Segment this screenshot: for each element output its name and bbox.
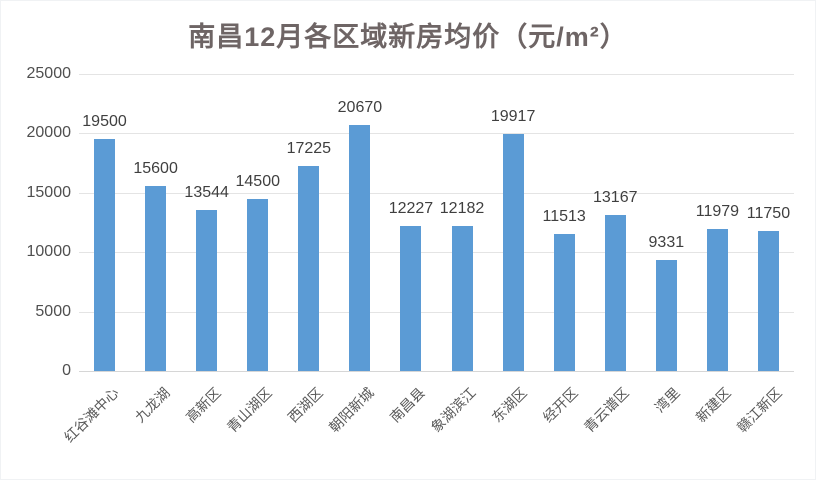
gridline [79,192,794,194]
bar-value-label: 11979 [695,202,740,220]
chart-title: 南昌12月各区域新房均价（元/m²） [188,22,628,52]
y-axis-tick-label: 10000 [26,243,72,261]
bar-value-label: 19917 [490,108,536,126]
gridline [79,133,794,135]
x-axis-category-label: 红谷滩中心 [60,384,122,446]
bar [604,214,626,371]
bar-value-label: 17225 [286,140,332,158]
bar-value-label: 13544 [184,184,229,202]
x-axis-category-label: 南昌县 [386,384,428,426]
bar [655,260,677,371]
x-axis-category-label: 新建区 [693,384,735,426]
x-axis-category-label: 青云谱区 [581,384,632,436]
bar-value-label: 11750 [746,205,791,223]
x-axis-category-label: 高新区 [182,384,224,426]
bar [349,125,371,371]
bar [706,228,728,371]
bar [94,139,116,371]
x-axis-category-label: 西湖区 [284,384,326,426]
y-axis-tick-label: 15000 [26,183,72,201]
bar-value-label: 12182 [439,200,485,218]
gridline [79,252,794,254]
gridline [79,74,794,75]
x-axis-category-label: 象湖滨江 [427,384,479,436]
bar [451,226,473,371]
x-axis-category-label: 九龙湖 [131,384,173,426]
bar-value-label: 11513 [542,208,586,226]
bar-value-label: 19500 [82,113,127,131]
y-axis-tick-label: 20000 [26,124,72,142]
y-axis-tick-label: 25000 [26,65,72,82]
bar-value-label: 12227 [388,199,434,217]
bar [400,225,422,371]
x-axis-category-label: 青山湖区 [223,384,275,436]
bar-value-label: 20670 [337,99,383,117]
x-axis-line [79,371,794,372]
bar-value-label: 14500 [235,172,281,190]
bar [553,234,575,371]
bar-value-label: 9331 [648,234,685,252]
bar [298,166,320,371]
gridline [79,311,794,313]
bar [196,210,218,371]
bar-value-label: 13167 [593,188,638,206]
x-axis-category-label: 赣江新区 [734,384,786,436]
bar [502,134,524,371]
bar [145,185,167,371]
x-axis-category-label: 东湖区 [488,384,530,426]
x-axis-category-label: 湾里 [651,384,684,416]
y-axis-tick-label: 5000 [35,302,71,320]
bar [757,231,779,371]
y-axis-tick-label: 0 [62,362,71,379]
x-axis-category-label: 朝阳新城 [325,384,377,436]
x-axis-category-label: 经开区 [539,384,581,426]
bar-value-label: 15600 [133,159,178,177]
bar [247,198,269,371]
